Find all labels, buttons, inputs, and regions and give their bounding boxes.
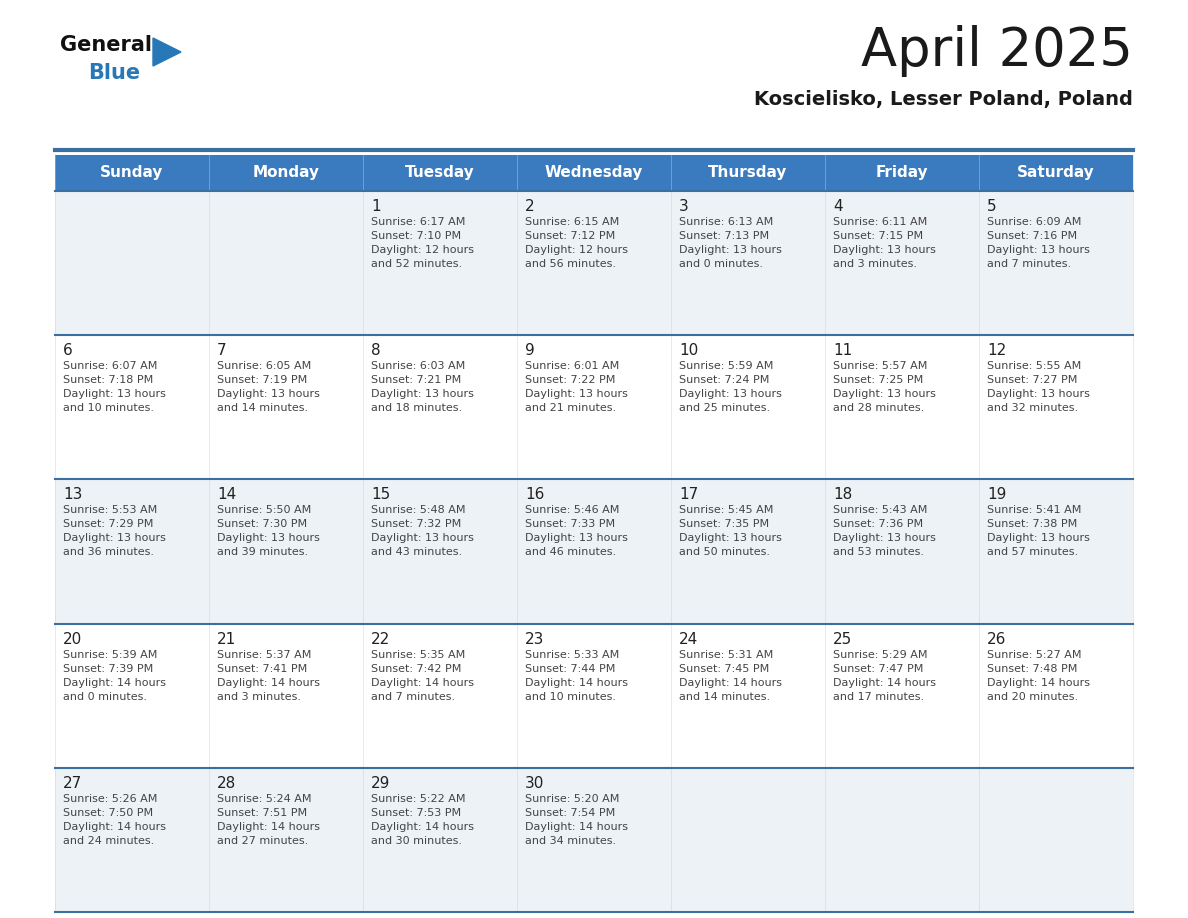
Text: Thursday: Thursday [708,165,788,181]
Text: Sunrise: 6:11 AM
Sunset: 7:15 PM
Daylight: 13 hours
and 3 minutes.: Sunrise: 6:11 AM Sunset: 7:15 PM Dayligh… [833,217,936,269]
Text: Sunrise: 5:20 AM
Sunset: 7:54 PM
Daylight: 14 hours
and 34 minutes.: Sunrise: 5:20 AM Sunset: 7:54 PM Dayligh… [525,794,628,845]
Text: Wednesday: Wednesday [545,165,643,181]
Text: 26: 26 [987,632,1006,646]
Text: Sunrise: 5:31 AM
Sunset: 7:45 PM
Daylight: 14 hours
and 14 minutes.: Sunrise: 5:31 AM Sunset: 7:45 PM Dayligh… [680,650,782,701]
Text: 8: 8 [371,343,380,358]
Text: 22: 22 [371,632,390,646]
Text: Saturday: Saturday [1017,165,1095,181]
Text: 1: 1 [371,199,380,214]
Text: Sunrise: 5:57 AM
Sunset: 7:25 PM
Daylight: 13 hours
and 28 minutes.: Sunrise: 5:57 AM Sunset: 7:25 PM Dayligh… [833,361,936,413]
Text: Sunrise: 5:45 AM
Sunset: 7:35 PM
Daylight: 13 hours
and 50 minutes.: Sunrise: 5:45 AM Sunset: 7:35 PM Dayligh… [680,506,782,557]
Text: Sunrise: 5:59 AM
Sunset: 7:24 PM
Daylight: 13 hours
and 25 minutes.: Sunrise: 5:59 AM Sunset: 7:24 PM Dayligh… [680,361,782,413]
Text: 2: 2 [525,199,535,214]
Text: 23: 23 [525,632,544,646]
Bar [55,623,1133,767]
Text: Sunrise: 6:13 AM
Sunset: 7:13 PM
Daylight: 13 hours
and 0 minutes.: Sunrise: 6:13 AM Sunset: 7:13 PM Dayligh… [680,217,782,269]
Text: Sunrise: 5:48 AM
Sunset: 7:32 PM
Daylight: 13 hours
and 43 minutes.: Sunrise: 5:48 AM Sunset: 7:32 PM Dayligh… [371,506,474,557]
Text: Sunrise: 5:39 AM
Sunset: 7:39 PM
Daylight: 14 hours
and 0 minutes.: Sunrise: 5:39 AM Sunset: 7:39 PM Dayligh… [63,650,166,701]
Text: Sunrise: 5:27 AM
Sunset: 7:48 PM
Daylight: 14 hours
and 20 minutes.: Sunrise: 5:27 AM Sunset: 7:48 PM Dayligh… [987,650,1091,701]
Text: Sunday: Sunday [100,165,164,181]
Text: 15: 15 [371,487,390,502]
Text: Sunrise: 6:01 AM
Sunset: 7:22 PM
Daylight: 13 hours
and 21 minutes.: Sunrise: 6:01 AM Sunset: 7:22 PM Dayligh… [525,361,628,413]
Text: Sunrise: 6:07 AM
Sunset: 7:18 PM
Daylight: 13 hours
and 10 minutes.: Sunrise: 6:07 AM Sunset: 7:18 PM Dayligh… [63,361,166,413]
Text: 28: 28 [217,776,236,790]
Text: Sunrise: 5:50 AM
Sunset: 7:30 PM
Daylight: 13 hours
and 39 minutes.: Sunrise: 5:50 AM Sunset: 7:30 PM Dayligh… [217,506,320,557]
Text: Monday: Monday [253,165,320,181]
Text: Sunrise: 5:55 AM
Sunset: 7:27 PM
Daylight: 13 hours
and 32 minutes.: Sunrise: 5:55 AM Sunset: 7:27 PM Dayligh… [987,361,1089,413]
Text: 30: 30 [525,776,544,790]
Text: 12: 12 [987,343,1006,358]
Text: Sunrise: 5:29 AM
Sunset: 7:47 PM
Daylight: 14 hours
and 17 minutes.: Sunrise: 5:29 AM Sunset: 7:47 PM Dayligh… [833,650,936,701]
Text: Sunrise: 5:41 AM
Sunset: 7:38 PM
Daylight: 13 hours
and 57 minutes.: Sunrise: 5:41 AM Sunset: 7:38 PM Dayligh… [987,506,1089,557]
Text: Sunrise: 5:37 AM
Sunset: 7:41 PM
Daylight: 14 hours
and 3 minutes.: Sunrise: 5:37 AM Sunset: 7:41 PM Dayligh… [217,650,320,701]
Text: 29: 29 [371,776,391,790]
Text: Blue: Blue [88,63,140,83]
Bar [55,335,1133,479]
Text: Sunrise: 5:35 AM
Sunset: 7:42 PM
Daylight: 14 hours
and 7 minutes.: Sunrise: 5:35 AM Sunset: 7:42 PM Dayligh… [371,650,474,701]
Text: 20: 20 [63,632,82,646]
Text: 10: 10 [680,343,699,358]
Text: Tuesday: Tuesday [405,165,475,181]
Text: Sunrise: 5:46 AM
Sunset: 7:33 PM
Daylight: 13 hours
and 46 minutes.: Sunrise: 5:46 AM Sunset: 7:33 PM Dayligh… [525,506,628,557]
Text: 19: 19 [987,487,1006,502]
Text: 13: 13 [63,487,82,502]
Text: 21: 21 [217,632,236,646]
Text: Friday: Friday [876,165,928,181]
Text: April 2025: April 2025 [861,25,1133,77]
Text: 18: 18 [833,487,852,502]
Text: Sunrise: 6:03 AM
Sunset: 7:21 PM
Daylight: 13 hours
and 18 minutes.: Sunrise: 6:03 AM Sunset: 7:21 PM Dayligh… [371,361,474,413]
Bar [55,191,1133,335]
Text: Sunrise: 5:43 AM
Sunset: 7:36 PM
Daylight: 13 hours
and 53 minutes.: Sunrise: 5:43 AM Sunset: 7:36 PM Dayligh… [833,506,936,557]
Text: Koscielisko, Lesser Poland, Poland: Koscielisko, Lesser Poland, Poland [754,90,1133,109]
Text: 6: 6 [63,343,72,358]
Text: Sunrise: 5:22 AM
Sunset: 7:53 PM
Daylight: 14 hours
and 30 minutes.: Sunrise: 5:22 AM Sunset: 7:53 PM Dayligh… [371,794,474,845]
Text: 4: 4 [833,199,842,214]
Text: 24: 24 [680,632,699,646]
Text: General: General [61,35,152,55]
Text: 5: 5 [987,199,997,214]
Text: 25: 25 [833,632,852,646]
Text: 14: 14 [217,487,236,502]
Text: 16: 16 [525,487,544,502]
Text: Sunrise: 5:26 AM
Sunset: 7:50 PM
Daylight: 14 hours
and 24 minutes.: Sunrise: 5:26 AM Sunset: 7:50 PM Dayligh… [63,794,166,845]
Bar [55,155,1133,191]
Text: Sunrise: 6:05 AM
Sunset: 7:19 PM
Daylight: 13 hours
and 14 minutes.: Sunrise: 6:05 AM Sunset: 7:19 PM Dayligh… [217,361,320,413]
Text: Sunrise: 5:33 AM
Sunset: 7:44 PM
Daylight: 14 hours
and 10 minutes.: Sunrise: 5:33 AM Sunset: 7:44 PM Dayligh… [525,650,628,701]
Text: 11: 11 [833,343,852,358]
Polygon shape [153,38,181,66]
Text: Sunrise: 6:17 AM
Sunset: 7:10 PM
Daylight: 12 hours
and 52 minutes.: Sunrise: 6:17 AM Sunset: 7:10 PM Dayligh… [371,217,474,269]
Bar [55,767,1133,912]
Text: 17: 17 [680,487,699,502]
Text: 9: 9 [525,343,535,358]
Text: 7: 7 [217,343,227,358]
Bar [55,479,1133,623]
Text: 27: 27 [63,776,82,790]
Text: Sunrise: 5:53 AM
Sunset: 7:29 PM
Daylight: 13 hours
and 36 minutes.: Sunrise: 5:53 AM Sunset: 7:29 PM Dayligh… [63,506,166,557]
Text: Sunrise: 6:15 AM
Sunset: 7:12 PM
Daylight: 12 hours
and 56 minutes.: Sunrise: 6:15 AM Sunset: 7:12 PM Dayligh… [525,217,628,269]
Text: 3: 3 [680,199,689,214]
Text: Sunrise: 5:24 AM
Sunset: 7:51 PM
Daylight: 14 hours
and 27 minutes.: Sunrise: 5:24 AM Sunset: 7:51 PM Dayligh… [217,794,320,845]
Text: Sunrise: 6:09 AM
Sunset: 7:16 PM
Daylight: 13 hours
and 7 minutes.: Sunrise: 6:09 AM Sunset: 7:16 PM Dayligh… [987,217,1089,269]
